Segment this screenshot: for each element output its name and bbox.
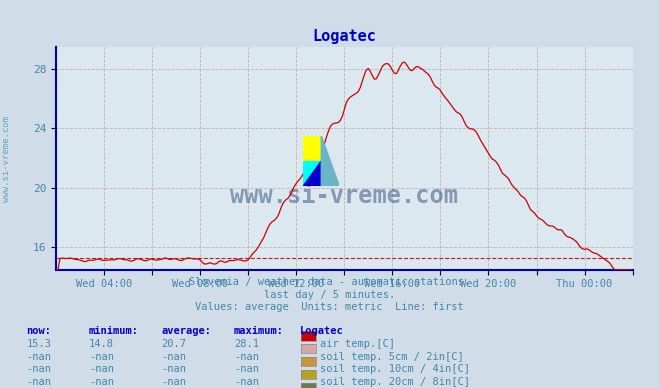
Text: -nan: -nan — [89, 377, 114, 387]
Text: -nan: -nan — [26, 377, 51, 387]
Text: -nan: -nan — [161, 364, 186, 374]
Text: -nan: -nan — [26, 352, 51, 362]
Text: soil temp. 10cm / 4in[C]: soil temp. 10cm / 4in[C] — [320, 364, 470, 374]
Polygon shape — [322, 136, 339, 186]
Bar — [303, 136, 322, 161]
Text: -nan: -nan — [234, 364, 259, 374]
Text: soil temp. 20cm / 8in[C]: soil temp. 20cm / 8in[C] — [320, 377, 470, 387]
Text: last day / 5 minutes.: last day / 5 minutes. — [264, 290, 395, 300]
Text: -nan: -nan — [89, 364, 114, 374]
Text: -nan: -nan — [161, 352, 186, 362]
Text: Slovenia / weather data - automatic stations.: Slovenia / weather data - automatic stat… — [189, 277, 470, 288]
Text: 28.1: 28.1 — [234, 339, 259, 349]
Text: minimum:: minimum: — [89, 326, 139, 336]
Text: soil temp. 5cm / 2in[C]: soil temp. 5cm / 2in[C] — [320, 352, 463, 362]
Polygon shape — [303, 161, 322, 186]
Text: www.si-vreme.com: www.si-vreme.com — [2, 116, 11, 202]
Polygon shape — [303, 161, 322, 186]
Text: 20.7: 20.7 — [161, 339, 186, 349]
Text: average:: average: — [161, 326, 212, 336]
Text: -nan: -nan — [234, 377, 259, 387]
Text: air temp.[C]: air temp.[C] — [320, 339, 395, 349]
Text: maximum:: maximum: — [234, 326, 284, 336]
Text: www.si-vreme.com: www.si-vreme.com — [231, 184, 458, 208]
Text: Values: average  Units: metric  Line: first: Values: average Units: metric Line: firs… — [195, 302, 464, 312]
Text: 14.8: 14.8 — [89, 339, 114, 349]
Text: Logatec: Logatec — [300, 326, 343, 336]
Text: now:: now: — [26, 326, 51, 336]
Text: -nan: -nan — [89, 352, 114, 362]
Text: -nan: -nan — [234, 352, 259, 362]
Title: Logatec: Logatec — [312, 29, 376, 44]
Text: 15.3: 15.3 — [26, 339, 51, 349]
Text: -nan: -nan — [26, 364, 51, 374]
Text: -nan: -nan — [161, 377, 186, 387]
